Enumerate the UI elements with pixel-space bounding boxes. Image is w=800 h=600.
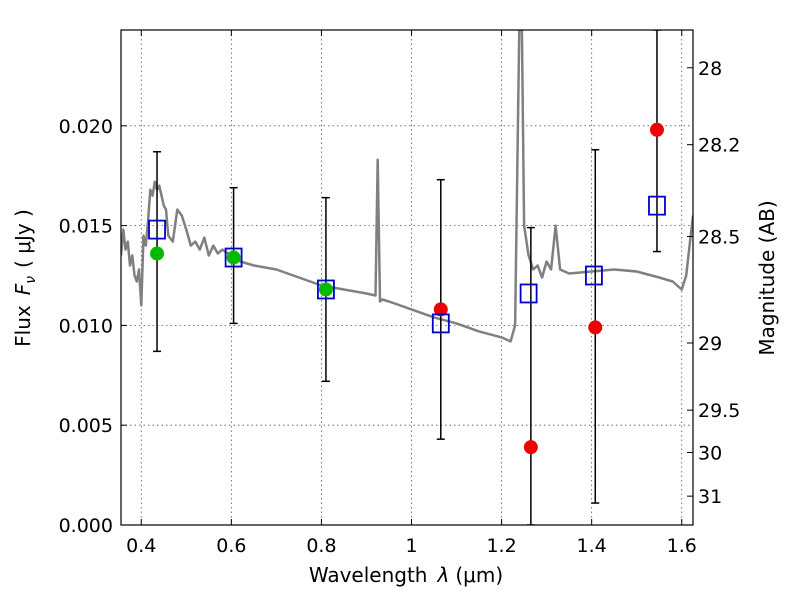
y-tick-label: 0.005 xyxy=(59,415,113,437)
plot-frame xyxy=(120,29,694,526)
grid-lines xyxy=(121,30,693,526)
y2-tick-label: 29 xyxy=(698,333,722,355)
model-photometry-square xyxy=(317,279,335,300)
model-photometry-square xyxy=(585,265,603,286)
x-tick-label: 0.4 xyxy=(126,535,156,557)
x-tick-label: 1.2 xyxy=(486,535,516,557)
model-photometry-square xyxy=(648,195,666,216)
series-layer xyxy=(121,30,693,343)
x-tick-label: 1 xyxy=(405,535,417,557)
y-tick-label: 0.010 xyxy=(59,315,113,337)
y-tick-label: 0.000 xyxy=(59,515,113,537)
observed-point-green xyxy=(318,282,333,297)
x-tick-label: 0.8 xyxy=(306,535,336,557)
y2-tick-label: 28.2 xyxy=(698,135,740,157)
y2-tick-label: 28.5 xyxy=(698,226,740,248)
y2-axis-label: Magnitude (AB) xyxy=(755,200,779,355)
observed-point-red xyxy=(649,122,664,137)
x-tick-label: 0.6 xyxy=(216,535,246,557)
model-photometry-square xyxy=(224,247,243,268)
y-tick-label: 0.015 xyxy=(59,216,113,238)
errorbars xyxy=(153,30,661,525)
y-axis-label: FluxFν( μJy ) xyxy=(11,209,39,347)
observed-point-green xyxy=(226,250,241,265)
x-tick-label: 1.6 xyxy=(667,535,697,557)
x-axis-label: Wavelength λ (μm) xyxy=(309,563,503,587)
axis-ticks: 0.4 0.6 0.8 1 1.2 1.4 1.6 0.000 0.005 0.010 0.015 0… xyxy=(59,30,740,557)
y2-tick-label: 28 xyxy=(698,58,722,80)
observed-point-red xyxy=(523,440,538,455)
observed-point-red xyxy=(433,302,448,317)
model-photometry-square xyxy=(148,219,166,240)
y2-tick-label: 30 xyxy=(698,443,722,465)
y2-tick-label: 29.5 xyxy=(698,400,740,422)
observed-point-green xyxy=(150,246,165,261)
y-tick-label: 0.020 xyxy=(59,116,113,138)
y2-tick-label: 31 xyxy=(698,486,722,508)
model-photometry-square xyxy=(519,283,538,304)
model-photometry-square xyxy=(431,313,450,334)
x-tick-label: 1.4 xyxy=(577,535,607,557)
model-sed-line xyxy=(121,30,693,343)
markers xyxy=(148,122,666,455)
observed-point-red xyxy=(588,320,603,335)
